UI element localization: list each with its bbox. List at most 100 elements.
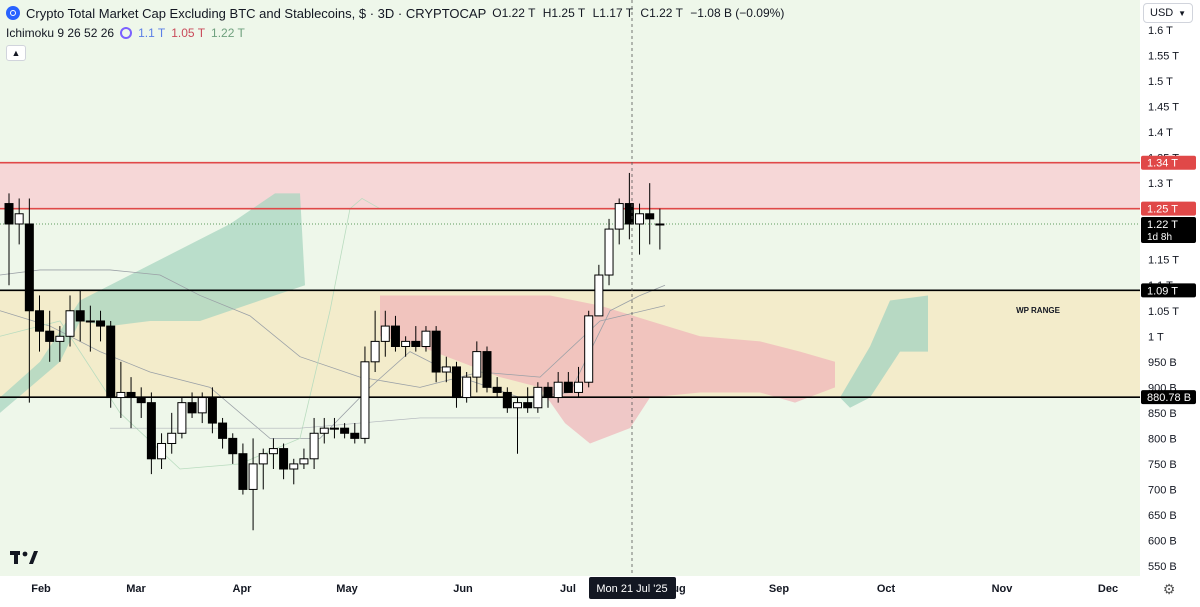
- candle[interactable]: [380, 310, 390, 357]
- currency-select[interactable]: USD ▼: [1143, 3, 1193, 23]
- candle[interactable]: [482, 346, 492, 393]
- candle[interactable]: [655, 208, 665, 250]
- candle[interactable]: [55, 326, 65, 362]
- candle[interactable]: [431, 326, 441, 383]
- candle[interactable]: [492, 377, 502, 398]
- candle[interactable]: [85, 305, 95, 352]
- candle-body: [563, 381, 573, 393]
- candle[interactable]: [258, 448, 268, 490]
- price-label-1[interactable]: 1.25 T: [1141, 201, 1196, 216]
- candle[interactable]: [340, 423, 350, 439]
- candle[interactable]: [126, 377, 136, 429]
- candle[interactable]: [4, 193, 14, 286]
- candle[interactable]: [502, 387, 512, 413]
- candle[interactable]: [116, 361, 126, 418]
- candle[interactable]: [533, 382, 543, 413]
- candle[interactable]: [370, 310, 380, 373]
- candle[interactable]: [635, 203, 645, 255]
- candle[interactable]: [329, 417, 339, 439]
- candle[interactable]: [238, 443, 248, 495]
- candle[interactable]: [146, 392, 156, 475]
- candle-body: [482, 351, 492, 388]
- candle[interactable]: [309, 417, 319, 470]
- candle-body: [55, 335, 65, 342]
- price-label-4[interactable]: 880.78 B: [1141, 390, 1196, 405]
- candle[interactable]: [401, 336, 411, 357]
- indicator-legend[interactable]: Ichimoku 9 26 52 26 1.1 T 1.05 T 1.22 T: [6, 25, 245, 41]
- x-tick-label: Apr: [233, 583, 253, 595]
- x-tick-label: Sep: [769, 583, 789, 595]
- candle[interactable]: [594, 264, 604, 317]
- candle[interactable]: [279, 443, 289, 480]
- chart-title[interactable]: Crypto Total Market Cap Excluding BTC an…: [26, 5, 487, 21]
- x-tick-label: Dec: [1098, 583, 1118, 595]
- candle[interactable]: [543, 382, 553, 408]
- candle[interactable]: [65, 295, 75, 347]
- candle-body: [584, 315, 594, 383]
- candle-body: [218, 422, 228, 439]
- candle[interactable]: [136, 387, 146, 418]
- y-tick-label: 1.05 T: [1148, 306, 1179, 318]
- collapse-legend-button[interactable]: ▲: [6, 45, 26, 61]
- candle[interactable]: [553, 372, 563, 403]
- annotation-wp-range: WP RANGE: [1016, 306, 1061, 315]
- candle[interactable]: [350, 423, 360, 444]
- candle[interactable]: [390, 315, 400, 352]
- candle-body: [472, 351, 482, 378]
- candle[interactable]: [584, 310, 594, 388]
- candle[interactable]: [248, 438, 258, 531]
- candle[interactable]: [228, 433, 238, 464]
- candle[interactable]: [96, 310, 106, 342]
- candle-body: [228, 437, 238, 455]
- candle[interactable]: [106, 320, 116, 408]
- candle[interactable]: [513, 397, 522, 454]
- candle[interactable]: [218, 417, 228, 449]
- candle[interactable]: [574, 366, 584, 398]
- candle[interactable]: [268, 438, 278, 470]
- candle[interactable]: [289, 458, 299, 485]
- candle[interactable]: [421, 326, 431, 352]
- candle[interactable]: [207, 387, 217, 434]
- candle[interactable]: [45, 310, 55, 362]
- candle[interactable]: [441, 356, 451, 383]
- candle[interactable]: [462, 372, 472, 403]
- candle[interactable]: [523, 387, 533, 413]
- ohlc-open-key: O: [492, 6, 502, 20]
- price-label-3[interactable]: 1.09 T: [1141, 283, 1196, 298]
- candle[interactable]: [563, 372, 573, 393]
- candle-body: [299, 458, 309, 465]
- x-tick-label: Mar: [126, 583, 146, 595]
- x-tick-label: Jul: [560, 583, 576, 595]
- candle[interactable]: [167, 412, 177, 454]
- gear-icon[interactable]: ⚙: [1162, 581, 1176, 597]
- candle[interactable]: [177, 397, 187, 439]
- price-label-2[interactable]: 1.22 T1d 8h: [1141, 216, 1196, 243]
- candle[interactable]: [624, 172, 634, 240]
- candle[interactable]: [24, 198, 34, 403]
- y-tick-label: 1.4 T: [1148, 127, 1173, 139]
- candle[interactable]: [14, 198, 24, 245]
- candle[interactable]: [472, 341, 482, 393]
- candle-body: [462, 376, 472, 399]
- candle[interactable]: [197, 392, 207, 424]
- candle[interactable]: [614, 198, 624, 245]
- candle[interactable]: [645, 183, 655, 245]
- candle[interactable]: [299, 448, 309, 470]
- candle[interactable]: [360, 346, 370, 444]
- ohlc-low-value: 1.17 T: [599, 6, 634, 20]
- x-tick-label: Nov: [992, 583, 1014, 595]
- candle[interactable]: [451, 361, 461, 408]
- candle[interactable]: [411, 326, 421, 352]
- candle[interactable]: [75, 290, 85, 342]
- candle-body: [116, 391, 126, 399]
- price-label-text: 1.09 T: [1147, 285, 1178, 297]
- candle[interactable]: [604, 218, 614, 286]
- candle[interactable]: [157, 433, 167, 470]
- candle[interactable]: [187, 392, 197, 418]
- indicator-name[interactable]: Ichimoku 9 26 52 26: [6, 26, 115, 40]
- candle[interactable]: [35, 295, 45, 352]
- candle[interactable]: [319, 417, 329, 444]
- candle-body: [4, 203, 14, 225]
- price-label-0[interactable]: 1.34 T: [1141, 155, 1196, 170]
